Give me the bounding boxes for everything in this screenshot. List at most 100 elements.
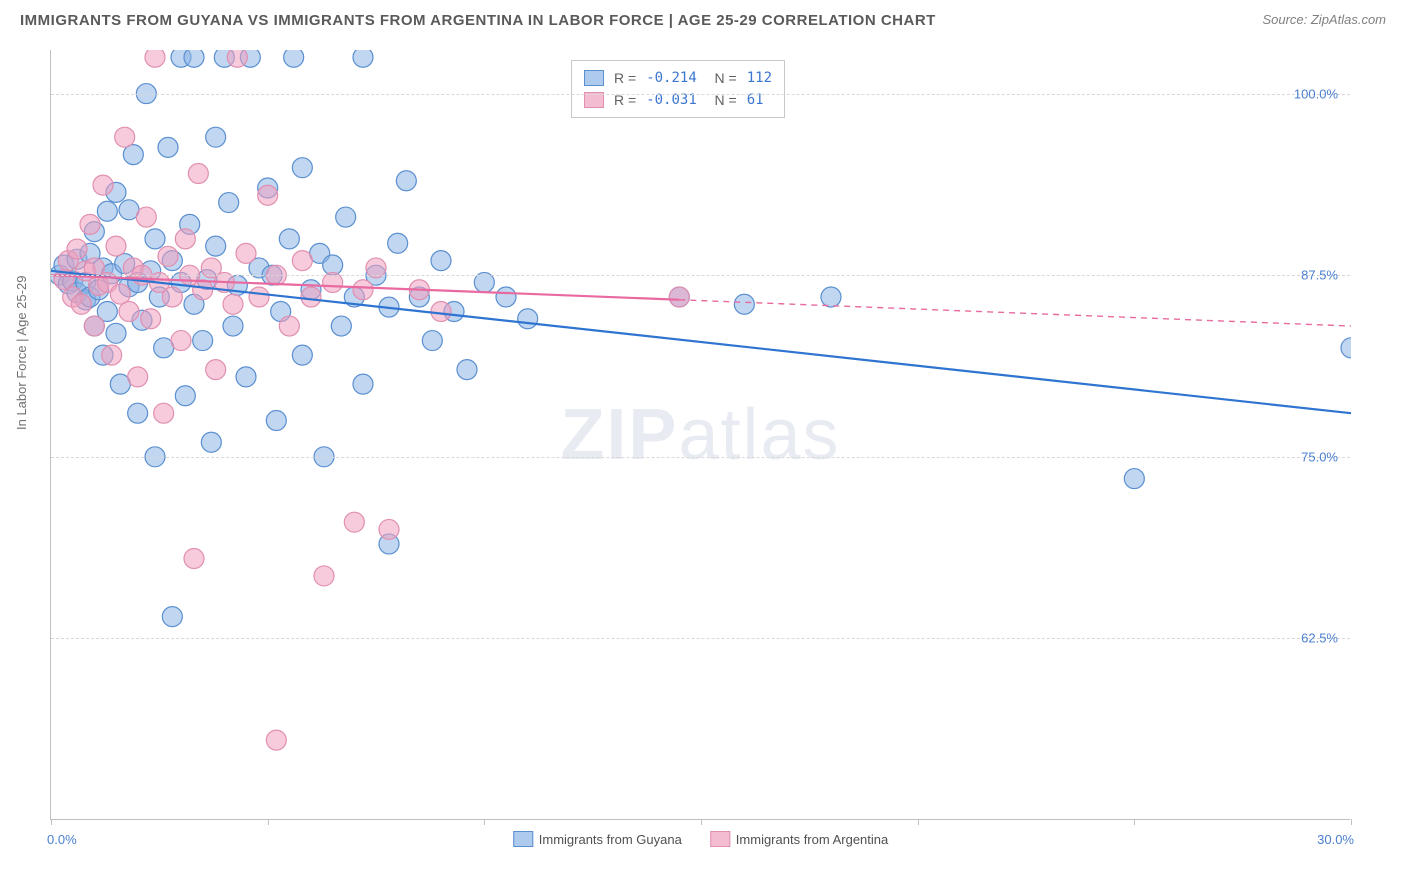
scatter-point	[669, 287, 689, 307]
swatch-argentina-bottom	[710, 831, 730, 847]
scatter-point	[236, 367, 256, 387]
scatter-point	[141, 309, 161, 329]
scatter-point	[496, 287, 516, 307]
scatter-point	[266, 410, 286, 430]
scatter-point	[431, 302, 451, 322]
scatter-point	[115, 127, 135, 147]
scatter-point	[201, 432, 221, 452]
scatter-point	[379, 519, 399, 539]
scatter-point	[1341, 338, 1351, 358]
scatter-point	[184, 50, 204, 67]
correlation-legend: R = -0.214 N = 112 R = -0.031 N = 61	[571, 60, 785, 118]
xtick-mark	[484, 819, 485, 825]
scatter-point	[119, 302, 139, 322]
scatter-point	[314, 566, 334, 586]
scatter-point	[457, 360, 477, 380]
scatter-point	[249, 287, 269, 307]
scatter-point	[145, 229, 165, 249]
scatter-point	[331, 316, 351, 336]
scatter-point	[431, 251, 451, 271]
legend-row-guyana: R = -0.214 N = 112	[584, 67, 772, 89]
scatter-point	[206, 236, 226, 256]
scatter-point	[184, 548, 204, 568]
scatter-point	[353, 50, 373, 67]
scatter-point	[219, 193, 239, 213]
legend-item-guyana: Immigrants from Guyana	[513, 831, 682, 847]
scatter-point	[193, 280, 213, 300]
r-label: R =	[614, 89, 636, 111]
r-label: R =	[614, 67, 636, 89]
scatter-point	[175, 229, 195, 249]
scatter-point	[266, 730, 286, 750]
scatter-point	[344, 512, 364, 532]
scatter-point	[136, 207, 156, 227]
scatter-point	[145, 50, 165, 67]
scatter-point	[175, 386, 195, 406]
scatter-point	[102, 345, 122, 365]
scatter-point	[821, 287, 841, 307]
scatter-svg	[51, 50, 1351, 820]
scatter-point	[128, 367, 148, 387]
ytick-label: 100.0%	[1294, 86, 1338, 101]
scatter-point	[396, 171, 416, 191]
regression-line-extrapolated	[679, 300, 1351, 326]
scatter-point	[301, 287, 321, 307]
n-label: N =	[707, 67, 737, 89]
legend-item-argentina: Immigrants from Argentina	[710, 831, 888, 847]
swatch-guyana-bottom	[513, 831, 533, 847]
r-value-argentina: -0.031	[646, 89, 697, 111]
scatter-point	[518, 309, 538, 329]
scatter-point	[279, 316, 299, 336]
scatter-point	[284, 50, 304, 67]
legend-label-guyana: Immigrants from Guyana	[539, 832, 682, 847]
scatter-point	[158, 137, 178, 157]
scatter-point	[71, 294, 91, 314]
n-value-argentina: 61	[747, 89, 764, 111]
scatter-point	[388, 233, 408, 253]
ytick-label: 87.5%	[1301, 268, 1338, 283]
x-axis-min-label: 0.0%	[47, 832, 77, 847]
xtick-mark	[918, 819, 919, 825]
scatter-point	[80, 214, 100, 234]
n-label: N =	[707, 89, 737, 111]
r-value-guyana: -0.214	[646, 67, 697, 89]
scatter-point	[734, 294, 754, 314]
scatter-point	[223, 294, 243, 314]
legend-label-argentina: Immigrants from Argentina	[736, 832, 888, 847]
scatter-point	[292, 345, 312, 365]
gridline	[51, 638, 1350, 639]
scatter-point	[106, 323, 126, 343]
n-value-guyana: 112	[747, 67, 772, 89]
scatter-point	[353, 374, 373, 394]
scatter-point	[223, 316, 243, 336]
chart-plot-area: R = -0.214 N = 112 R = -0.031 N = 61 ZIP…	[50, 50, 1350, 820]
scatter-point	[422, 331, 442, 351]
xtick-mark	[51, 819, 52, 825]
scatter-point	[171, 331, 191, 351]
scatter-point	[292, 158, 312, 178]
scatter-point	[158, 246, 178, 266]
scatter-point	[97, 201, 117, 221]
xtick-mark	[1351, 819, 1352, 825]
scatter-point	[336, 207, 356, 227]
scatter-point	[258, 185, 278, 205]
gridline	[51, 275, 1350, 276]
ytick-label: 62.5%	[1301, 631, 1338, 646]
legend-row-argentina: R = -0.031 N = 61	[584, 89, 772, 111]
chart-header: IMMIGRANTS FROM GUYANA VS IMMIGRANTS FRO…	[0, 0, 1406, 37]
ytick-label: 75.0%	[1301, 449, 1338, 464]
scatter-point	[206, 127, 226, 147]
scatter-point	[93, 175, 113, 195]
scatter-point	[279, 229, 299, 249]
scatter-point	[193, 331, 213, 351]
scatter-point	[162, 287, 182, 307]
scatter-point	[236, 243, 256, 263]
scatter-point	[227, 50, 247, 67]
scatter-point	[67, 239, 87, 259]
scatter-point	[162, 607, 182, 627]
scatter-point	[154, 403, 174, 423]
swatch-guyana	[584, 70, 604, 86]
scatter-point	[128, 403, 148, 423]
chart-title: IMMIGRANTS FROM GUYANA VS IMMIGRANTS FRO…	[20, 12, 936, 29]
scatter-point	[353, 280, 373, 300]
